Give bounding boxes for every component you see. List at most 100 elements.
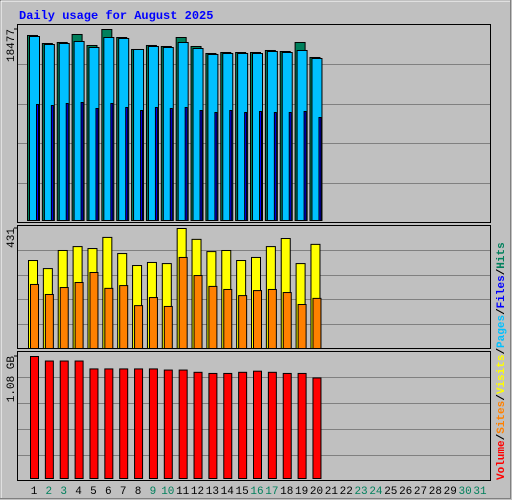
x-tick-label: 3 xyxy=(60,486,67,498)
bar xyxy=(312,377,322,479)
bar xyxy=(147,45,159,221)
bar xyxy=(267,288,277,350)
x-tick-label: 9 xyxy=(150,486,157,498)
x-tick-label: 29 xyxy=(444,486,457,498)
bar xyxy=(282,292,292,349)
bar xyxy=(30,283,39,350)
bar xyxy=(222,52,234,221)
bar xyxy=(223,288,233,350)
x-tick-label: 4 xyxy=(75,486,82,498)
bar xyxy=(281,52,293,222)
y-tick-label: 1.08 GB xyxy=(6,356,18,403)
bar xyxy=(154,106,158,221)
bar xyxy=(238,295,248,349)
bar xyxy=(253,290,262,349)
bar xyxy=(125,106,129,221)
bar xyxy=(134,305,144,349)
x-tick-label: 31 xyxy=(473,486,487,498)
bar xyxy=(65,102,69,221)
bar xyxy=(80,102,84,221)
legend-separator: / xyxy=(496,348,508,355)
bar xyxy=(74,282,84,349)
bar xyxy=(238,371,248,480)
x-tick-label: 5 xyxy=(90,486,97,498)
legend-entry: Files xyxy=(496,275,508,308)
bar xyxy=(178,369,188,479)
y-tick-label: 18477 xyxy=(6,29,18,62)
bar xyxy=(163,369,173,479)
bar xyxy=(244,111,248,221)
bar xyxy=(266,50,278,221)
bar xyxy=(134,368,144,480)
bar xyxy=(193,275,203,350)
bar xyxy=(253,370,262,479)
bar xyxy=(208,372,218,480)
x-tick-label: 17 xyxy=(265,486,278,498)
x-tick-label: 28 xyxy=(429,486,442,498)
bar xyxy=(177,41,189,221)
bar xyxy=(267,371,277,480)
bar xyxy=(192,47,204,222)
bar xyxy=(59,360,69,480)
bar xyxy=(103,37,115,221)
bar xyxy=(208,285,218,349)
x-tick-label: 18 xyxy=(280,486,293,498)
bar xyxy=(43,43,55,222)
bar xyxy=(184,106,188,221)
legend-entry: Sites xyxy=(496,401,508,434)
bar xyxy=(74,360,84,480)
legend-entry: Pages xyxy=(496,315,508,348)
bar xyxy=(44,360,54,480)
chart-title: Daily usage for August 2025 xyxy=(19,9,213,23)
bar xyxy=(199,110,203,221)
bar xyxy=(252,52,263,221)
bar xyxy=(297,372,307,480)
legend-separator: / xyxy=(496,433,508,440)
bar xyxy=(140,110,144,221)
bar xyxy=(259,110,262,221)
bar xyxy=(311,57,323,222)
bar xyxy=(36,103,39,221)
bar xyxy=(118,37,130,221)
x-tick-label: 12 xyxy=(191,486,204,498)
bar xyxy=(229,110,233,221)
bar xyxy=(59,287,69,349)
x-tick-label: 24 xyxy=(369,486,383,498)
bar xyxy=(296,49,308,221)
bar xyxy=(207,53,219,222)
bar xyxy=(282,372,292,480)
bar xyxy=(89,271,99,349)
x-tick-label: 6 xyxy=(105,486,112,498)
bar xyxy=(58,42,70,221)
bar xyxy=(88,46,100,221)
bar xyxy=(297,304,307,349)
bar xyxy=(29,35,40,221)
y-tick-label: 431 xyxy=(6,228,18,248)
x-tick-label: 30 xyxy=(459,486,472,498)
x-tick-label: 19 xyxy=(295,486,308,498)
bar xyxy=(178,256,188,349)
bar xyxy=(133,48,145,222)
x-tick-label: 20 xyxy=(310,486,323,498)
x-tick-label: 8 xyxy=(135,486,142,498)
bar xyxy=(50,104,54,221)
legend-entry: Visits xyxy=(496,355,508,395)
bar xyxy=(95,107,99,221)
x-tick-label: 21 xyxy=(325,486,339,498)
bar xyxy=(288,111,292,221)
bar xyxy=(169,107,173,221)
x-tick-label: 2 xyxy=(46,486,53,498)
x-tick-label: 13 xyxy=(206,486,219,498)
bar xyxy=(104,368,114,480)
legend-separator: / xyxy=(496,308,508,315)
bar xyxy=(237,52,249,221)
bar xyxy=(89,368,99,480)
x-tick-label: 25 xyxy=(384,486,397,498)
bar xyxy=(148,297,158,350)
bar xyxy=(163,305,173,349)
bar xyxy=(73,40,85,222)
legend-separator: / xyxy=(496,394,508,401)
x-tick-label: 26 xyxy=(399,486,412,498)
